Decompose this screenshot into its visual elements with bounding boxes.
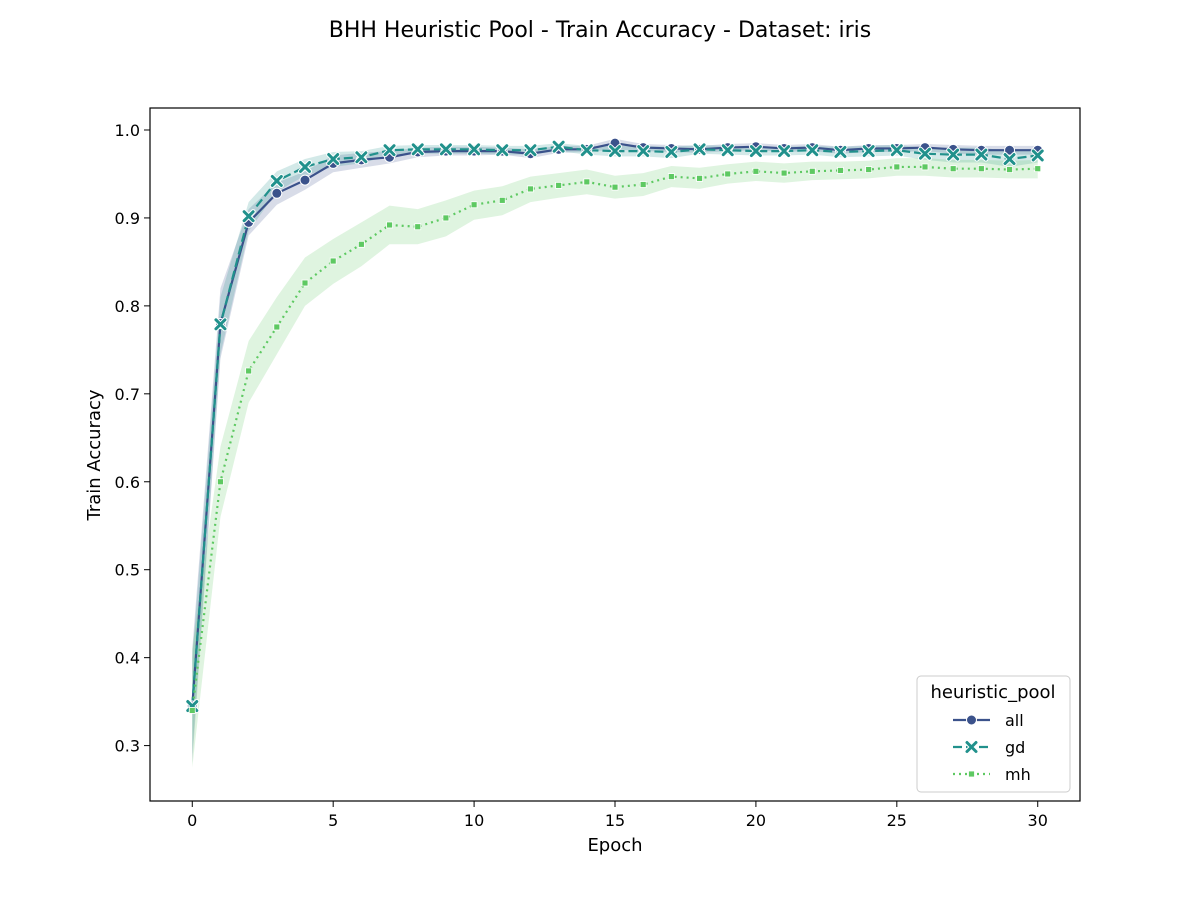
data-point-mh bbox=[668, 174, 674, 180]
data-point-mh bbox=[837, 167, 843, 173]
data-point-mh bbox=[1035, 166, 1041, 172]
x-tick-label: 20 bbox=[746, 811, 766, 830]
legend-label-all: all bbox=[1005, 711, 1024, 730]
x-tick-label: 15 bbox=[605, 811, 625, 830]
data-point-mh bbox=[894, 164, 900, 170]
legend: heuristic_pool all gd mh bbox=[917, 676, 1070, 792]
y-axis-title: Train Accuracy bbox=[84, 389, 105, 521]
x-axis-title: Epoch bbox=[587, 835, 642, 856]
data-point-mh bbox=[330, 258, 336, 264]
data-point-mh bbox=[922, 164, 928, 170]
data-point-mh bbox=[697, 175, 703, 181]
data-point-all bbox=[272, 188, 282, 198]
data-point-mh bbox=[640, 182, 646, 188]
data-point-mh bbox=[556, 182, 562, 188]
legend-label-gd: gd bbox=[1005, 738, 1025, 757]
data-point-all bbox=[300, 175, 310, 185]
data-point-mh bbox=[612, 184, 618, 190]
data-point-mh bbox=[246, 368, 252, 374]
data-point-mh bbox=[189, 707, 195, 713]
data-point-mh bbox=[471, 202, 477, 208]
data-point-mh bbox=[1007, 167, 1013, 173]
y-tick-label: 0.8 bbox=[115, 297, 140, 316]
x-tick-label: 30 bbox=[1028, 811, 1048, 830]
data-point-mh bbox=[866, 167, 872, 173]
data-point-mh bbox=[950, 166, 956, 172]
data-point-mh bbox=[725, 171, 731, 177]
y-tick-label: 0.4 bbox=[115, 649, 140, 668]
data-point-mh bbox=[217, 479, 223, 485]
data-point-mh bbox=[527, 186, 533, 192]
y-tick-label: 1.0 bbox=[115, 121, 140, 140]
data-point-mh bbox=[443, 215, 449, 221]
y-tick-label: 0.5 bbox=[115, 561, 140, 580]
legend-marker-mh bbox=[969, 771, 975, 777]
data-point-mh bbox=[809, 168, 815, 174]
y-tick-label: 0.7 bbox=[115, 385, 140, 404]
x-tick-label: 25 bbox=[887, 811, 907, 830]
data-point-mh bbox=[499, 197, 505, 203]
data-point-mh bbox=[302, 280, 308, 286]
x-tick-label: 10 bbox=[464, 811, 484, 830]
data-point-mh bbox=[584, 179, 590, 185]
legend-title: heuristic_pool bbox=[930, 682, 1055, 703]
y-tick-label: 0.9 bbox=[115, 209, 140, 228]
legend-marker-all bbox=[967, 715, 977, 725]
data-point-mh bbox=[415, 224, 421, 230]
data-point-mh bbox=[781, 170, 787, 176]
data-point-mh bbox=[358, 241, 364, 247]
data-point-mh bbox=[387, 222, 393, 228]
y-tick-label: 0.3 bbox=[115, 737, 140, 756]
data-point-mh bbox=[753, 168, 759, 174]
legend-label-mh: mh bbox=[1005, 765, 1031, 784]
chart-title: BHH Heuristic Pool - Train Accuracy - Da… bbox=[329, 18, 872, 43]
x-tick-label: 5 bbox=[328, 811, 338, 830]
y-tick-label: 0.6 bbox=[115, 473, 140, 492]
data-point-mh bbox=[978, 166, 984, 172]
x-tick-label: 0 bbox=[187, 811, 197, 830]
data-point-mh bbox=[274, 324, 280, 330]
